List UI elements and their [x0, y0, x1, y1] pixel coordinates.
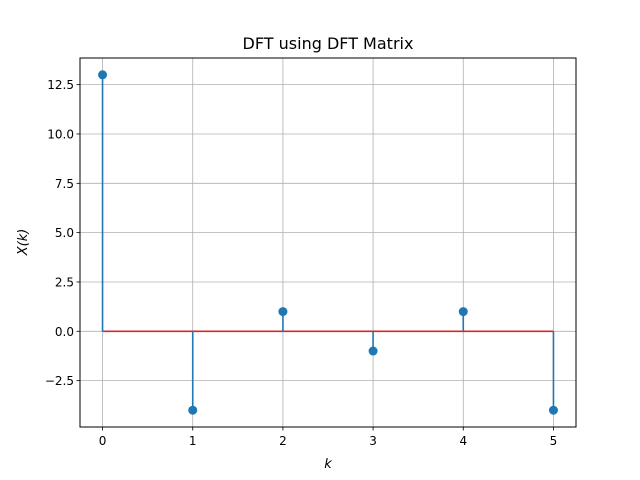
markers-group — [98, 70, 558, 415]
stem-marker — [548, 405, 558, 415]
y-tick-label: 5.0 — [55, 226, 74, 240]
x-tick-label: 4 — [459, 434, 467, 448]
chart-title: DFT using DFT Matrix — [243, 34, 414, 53]
x-tick-label: 5 — [550, 434, 558, 448]
stem-marker — [368, 346, 378, 356]
plot-frame — [79, 57, 577, 428]
x-tick-label: 1 — [189, 434, 197, 448]
stem-marker — [188, 405, 198, 415]
y-tick-label: 10.0 — [47, 127, 74, 141]
x-tick-label: 0 — [99, 434, 107, 448]
y-tick-label: 12.5 — [47, 78, 74, 92]
grid-lines — [80, 58, 576, 427]
y-tick-label: 2.5 — [55, 275, 74, 289]
stems-group — [101, 74, 555, 411]
x-axis-label: k — [324, 457, 332, 472]
y-axis-ticks: −2.5 0.0 2.5 5.0 7.5 10.0 12.5 — [45, 78, 80, 388]
stem-marker — [278, 307, 288, 317]
y-axis-label: X(k) — [16, 229, 31, 257]
stem-marker — [98, 70, 108, 80]
x-tick-label: 2 — [279, 434, 287, 448]
y-tick-label: 0.0 — [55, 325, 74, 339]
x-axis-ticks: 0 1 2 3 4 5 — [99, 427, 558, 448]
x-tick-label: 3 — [369, 434, 377, 448]
y-tick-label: 7.5 — [55, 177, 74, 191]
stem-marker — [458, 307, 468, 317]
y-tick-label: −2.5 — [45, 374, 74, 388]
